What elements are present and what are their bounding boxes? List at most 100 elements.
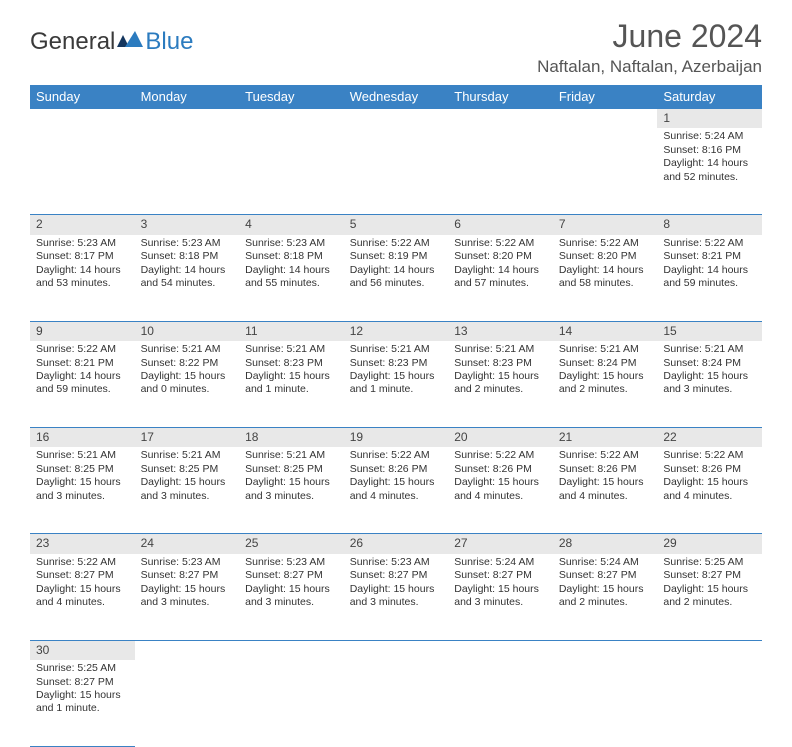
- day-number: 16: [30, 428, 135, 448]
- day-number: 21: [553, 428, 658, 448]
- day-cell: Sunrise: 5:21 AMSunset: 8:22 PMDaylight:…: [135, 341, 240, 428]
- day-cell: Sunrise: 5:24 AMSunset: 8:16 PMDaylight:…: [657, 128, 762, 215]
- month-title: June 2024: [537, 18, 762, 55]
- cell-line: Sunrise: 5:22 AM: [454, 449, 547, 462]
- week-3-nums: 16171819202122: [30, 428, 762, 448]
- day-cell: [135, 660, 240, 747]
- day-cell: [239, 128, 344, 215]
- day-number: [657, 640, 762, 660]
- day-number: 5: [344, 215, 449, 235]
- week-2-cells: Sunrise: 5:22 AMSunset: 8:21 PMDaylight:…: [30, 341, 762, 428]
- day-number: 22: [657, 428, 762, 448]
- cell-line: Sunset: 8:27 PM: [454, 569, 547, 582]
- logo-text-general: General: [30, 28, 115, 56]
- cell-line: Sunset: 8:25 PM: [141, 463, 234, 476]
- day-cell: Sunrise: 5:21 AMSunset: 8:23 PMDaylight:…: [344, 341, 449, 428]
- cell-line: Sunrise: 5:22 AM: [663, 237, 756, 250]
- cell-line: Sunrise: 5:23 AM: [36, 237, 129, 250]
- cell-line: Sunset: 8:18 PM: [245, 250, 338, 263]
- cell-line: Sunset: 8:21 PM: [36, 357, 129, 370]
- day-cell: Sunrise: 5:21 AMSunset: 8:24 PMDaylight:…: [657, 341, 762, 428]
- cell-line: Sunset: 8:26 PM: [663, 463, 756, 476]
- cell-line: Sunset: 8:23 PM: [245, 357, 338, 370]
- cell-line: Sunset: 8:27 PM: [141, 569, 234, 582]
- day-number: 30: [30, 640, 135, 660]
- day-number: [344, 640, 449, 660]
- day-number: [448, 640, 553, 660]
- cell-line: Sunrise: 5:22 AM: [350, 449, 443, 462]
- cell-line: Sunrise: 5:22 AM: [559, 449, 652, 462]
- cell-line: Daylight: 14 hours and 56 minutes.: [350, 264, 443, 291]
- day-cell: [344, 660, 449, 747]
- cell-line: Sunset: 8:27 PM: [36, 676, 129, 689]
- cell-line: Sunrise: 5:22 AM: [350, 237, 443, 250]
- cell-line: Sunrise: 5:22 AM: [454, 237, 547, 250]
- day-number: 14: [553, 321, 658, 341]
- day-cell: Sunrise: 5:21 AMSunset: 8:25 PMDaylight:…: [135, 447, 240, 534]
- day-number: 23: [30, 534, 135, 554]
- calendar-table: Sunday Monday Tuesday Wednesday Thursday…: [30, 85, 762, 747]
- header-sunday: Sunday: [30, 85, 135, 109]
- day-cell: Sunrise: 5:21 AMSunset: 8:23 PMDaylight:…: [448, 341, 553, 428]
- day-cell: Sunrise: 5:22 AMSunset: 8:27 PMDaylight:…: [30, 554, 135, 641]
- day-cell: [553, 128, 658, 215]
- cell-line: Daylight: 14 hours and 59 minutes.: [36, 370, 129, 397]
- cell-line: Sunset: 8:27 PM: [350, 569, 443, 582]
- day-cell: [553, 660, 658, 747]
- cell-line: Sunset: 8:24 PM: [663, 357, 756, 370]
- day-cell: Sunrise: 5:22 AMSunset: 8:21 PMDaylight:…: [30, 341, 135, 428]
- day-cell: Sunrise: 5:23 AMSunset: 8:18 PMDaylight:…: [135, 235, 240, 322]
- day-number: 27: [448, 534, 553, 554]
- day-cell: [657, 660, 762, 747]
- logo: General Blue: [30, 18, 193, 56]
- day-number: 3: [135, 215, 240, 235]
- day-cell: Sunrise: 5:22 AMSunset: 8:19 PMDaylight:…: [344, 235, 449, 322]
- cell-line: Sunrise: 5:23 AM: [141, 237, 234, 250]
- cell-line: Daylight: 15 hours and 3 minutes.: [141, 476, 234, 503]
- cell-line: Daylight: 14 hours and 52 minutes.: [663, 157, 756, 184]
- week-0-cells: Sunrise: 5:24 AMSunset: 8:16 PMDaylight:…: [30, 128, 762, 215]
- header-saturday: Saturday: [657, 85, 762, 109]
- day-cell: Sunrise: 5:22 AMSunset: 8:26 PMDaylight:…: [448, 447, 553, 534]
- day-cell: Sunrise: 5:22 AMSunset: 8:20 PMDaylight:…: [448, 235, 553, 322]
- cell-line: Sunset: 8:23 PM: [454, 357, 547, 370]
- day-number: 19: [344, 428, 449, 448]
- week-3-cells: Sunrise: 5:21 AMSunset: 8:25 PMDaylight:…: [30, 447, 762, 534]
- cell-line: Daylight: 15 hours and 3 minutes.: [350, 583, 443, 610]
- day-cell: Sunrise: 5:23 AMSunset: 8:27 PMDaylight:…: [344, 554, 449, 641]
- cell-line: Sunrise: 5:25 AM: [663, 556, 756, 569]
- week-5-nums: 30: [30, 640, 762, 660]
- day-number: 25: [239, 534, 344, 554]
- day-number: 4: [239, 215, 344, 235]
- header-friday: Friday: [553, 85, 658, 109]
- cell-line: Sunset: 8:27 PM: [245, 569, 338, 582]
- cell-line: Sunset: 8:26 PM: [454, 463, 547, 476]
- header-tuesday: Tuesday: [239, 85, 344, 109]
- day-cell: Sunrise: 5:21 AMSunset: 8:23 PMDaylight:…: [239, 341, 344, 428]
- cell-line: Sunrise: 5:24 AM: [454, 556, 547, 569]
- header-thursday: Thursday: [448, 85, 553, 109]
- day-number: [135, 109, 240, 129]
- cell-line: Sunset: 8:19 PM: [350, 250, 443, 263]
- day-cell: [344, 128, 449, 215]
- day-number: 1: [657, 109, 762, 129]
- day-number: 20: [448, 428, 553, 448]
- day-number: 10: [135, 321, 240, 341]
- cell-line: Sunrise: 5:24 AM: [663, 130, 756, 143]
- cell-line: Sunrise: 5:22 AM: [559, 237, 652, 250]
- week-0-nums: 1: [30, 109, 762, 129]
- cell-line: Sunrise: 5:23 AM: [350, 556, 443, 569]
- cell-line: Sunset: 8:25 PM: [245, 463, 338, 476]
- day-number: 13: [448, 321, 553, 341]
- day-number: 28: [553, 534, 658, 554]
- location: Naftalan, Naftalan, Azerbaijan: [537, 57, 762, 77]
- day-number: [239, 640, 344, 660]
- day-number: 6: [448, 215, 553, 235]
- day-cell: Sunrise: 5:21 AMSunset: 8:24 PMDaylight:…: [553, 341, 658, 428]
- week-2-nums: 9101112131415: [30, 321, 762, 341]
- topbar: General Blue June 2024 Naftalan, Naftala…: [30, 18, 762, 77]
- cell-line: Daylight: 14 hours and 59 minutes.: [663, 264, 756, 291]
- cell-line: Sunset: 8:24 PM: [559, 357, 652, 370]
- day-number: [344, 109, 449, 129]
- cell-line: Daylight: 14 hours and 57 minutes.: [454, 264, 547, 291]
